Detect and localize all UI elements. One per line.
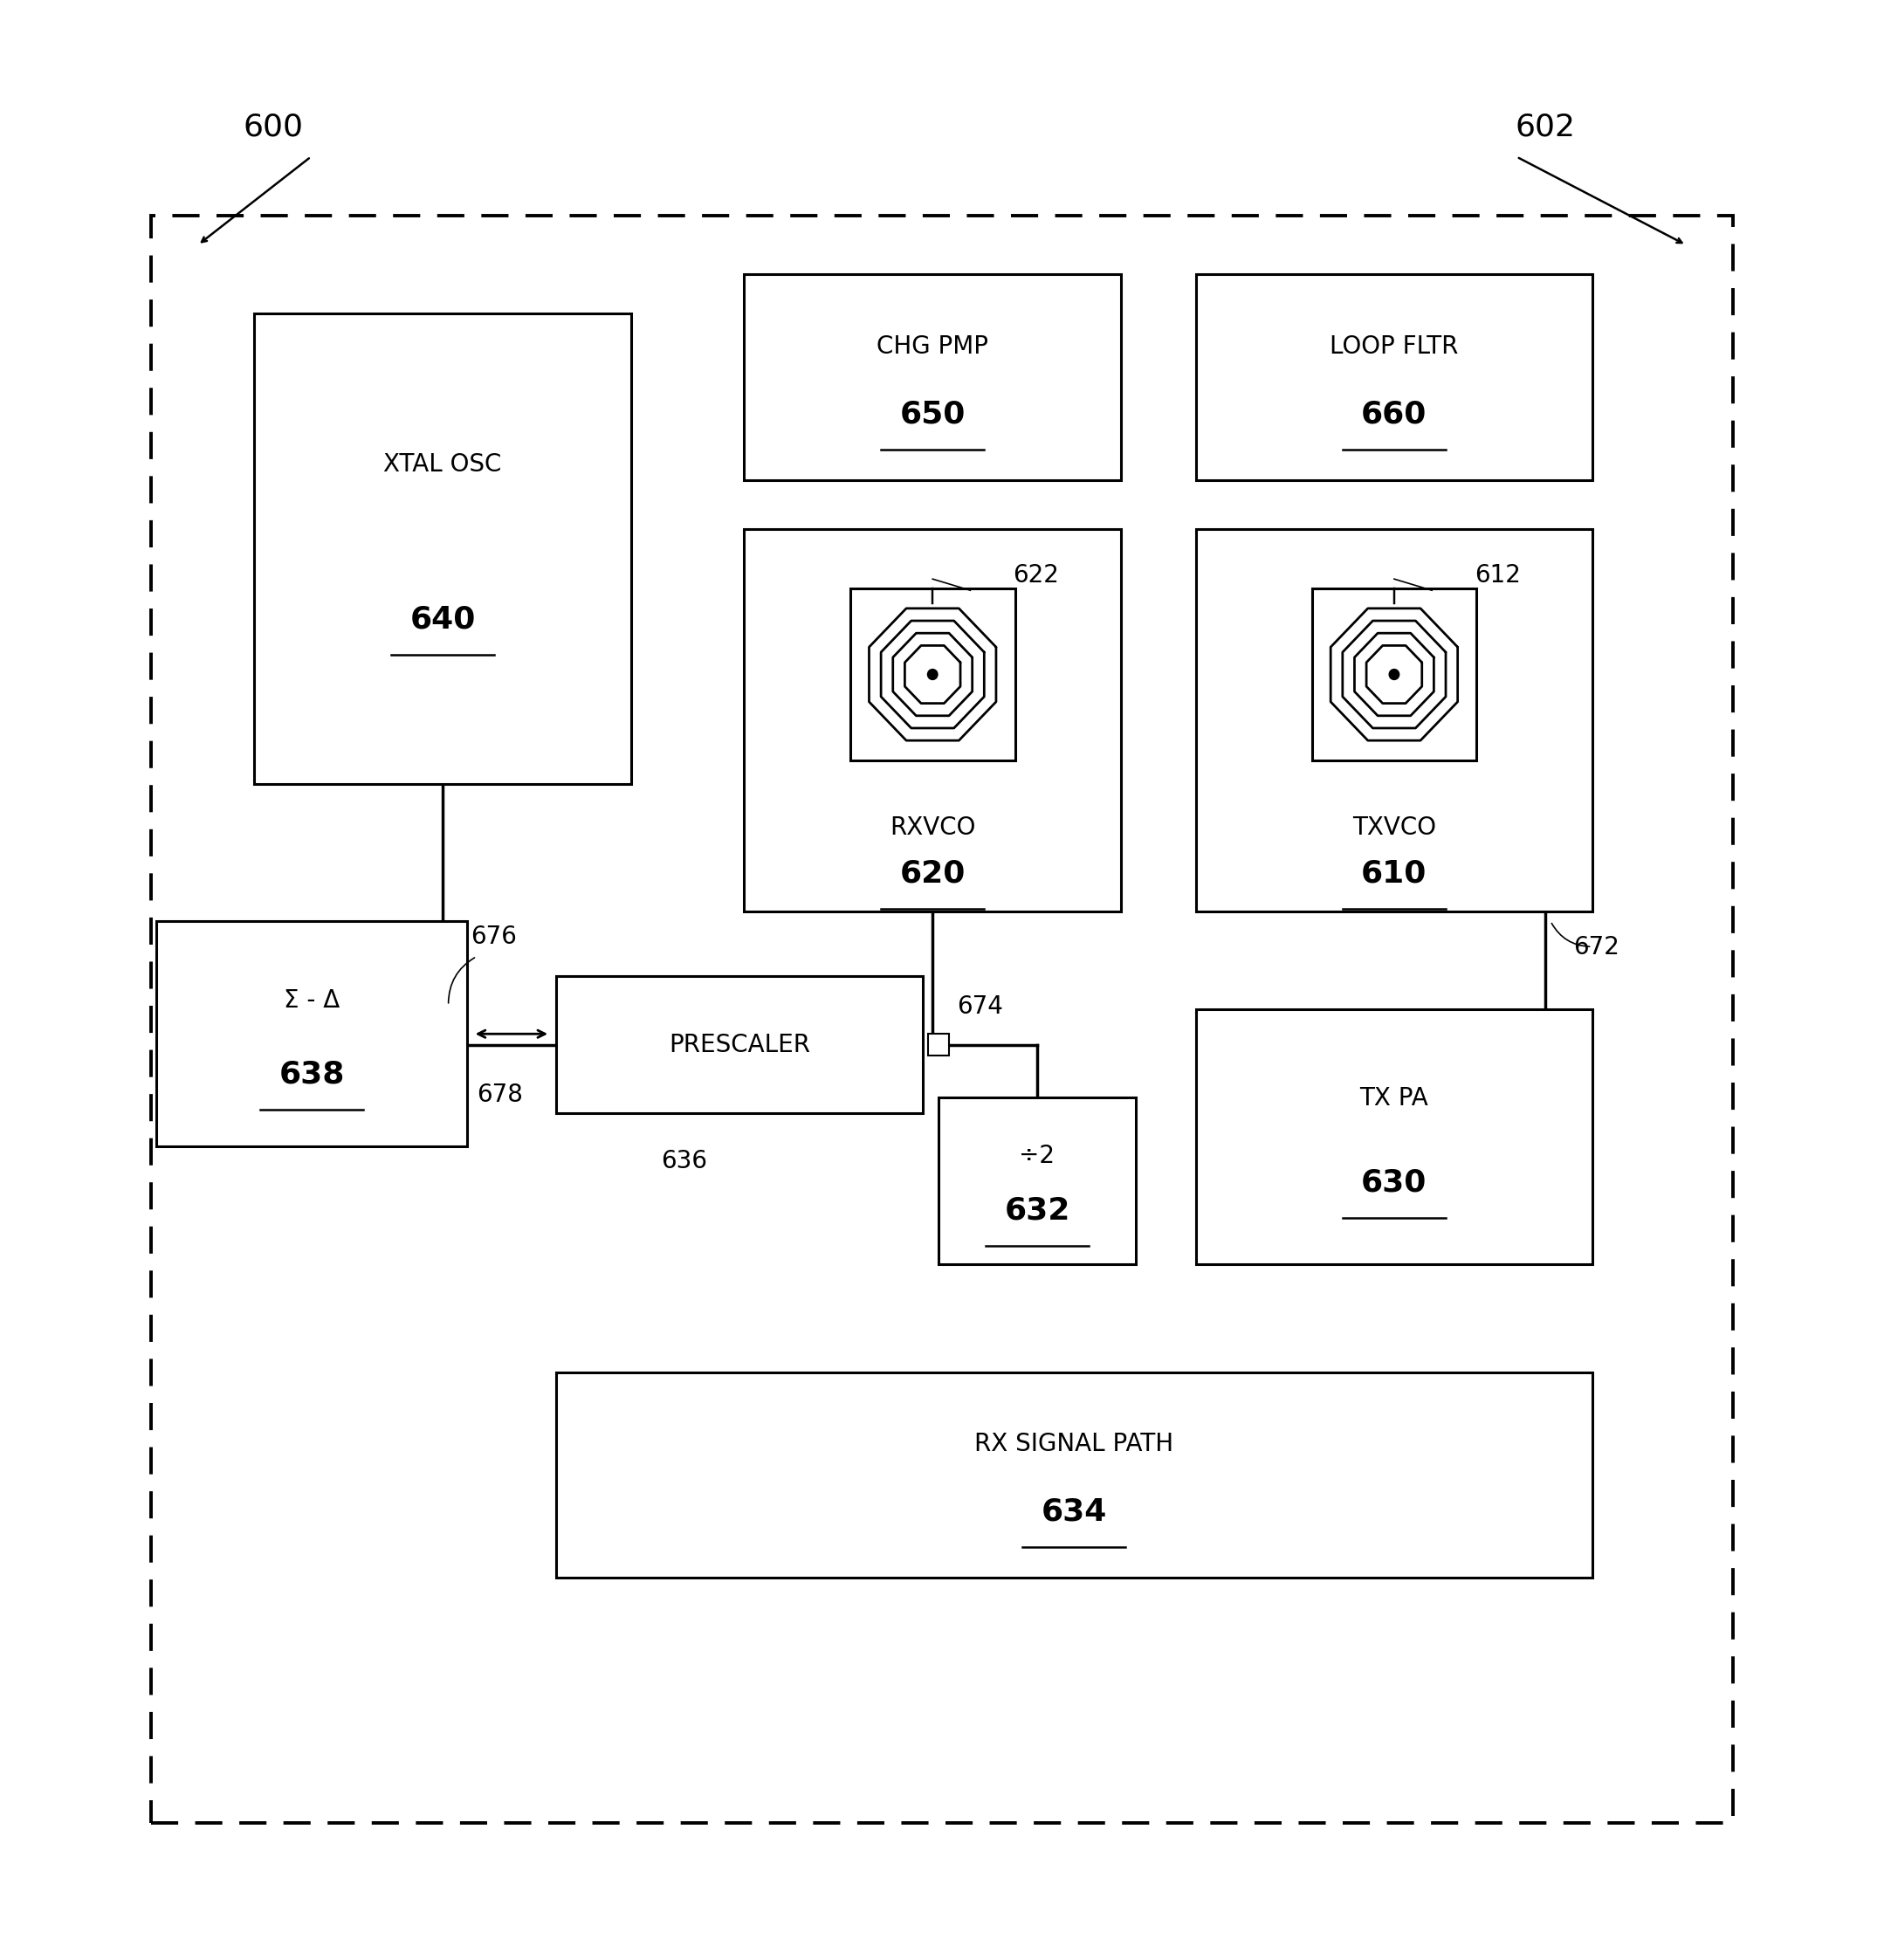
Bar: [254, 314, 631, 784]
Text: TXVCO: TXVCO: [1353, 815, 1436, 839]
Bar: [1311, 588, 1477, 760]
Circle shape: [1389, 668, 1400, 680]
Bar: [1196, 1009, 1592, 1264]
Bar: [744, 529, 1121, 911]
Bar: [938, 1098, 1136, 1264]
Text: 640: 640: [411, 604, 475, 635]
Text: XTAL OSC: XTAL OSC: [384, 453, 501, 476]
Text: 612: 612: [1475, 563, 1520, 588]
Text: LOOP FLTR: LOOP FLTR: [1330, 335, 1458, 359]
Text: ÷2: ÷2: [1019, 1145, 1055, 1168]
Text: 650: 650: [901, 400, 965, 429]
Text: 602: 602: [1515, 112, 1575, 143]
Text: 622: 622: [1014, 563, 1059, 588]
Bar: [556, 1372, 1592, 1578]
Bar: [744, 274, 1121, 480]
Bar: [850, 588, 1015, 760]
Bar: [556, 976, 923, 1113]
Text: 678: 678: [477, 1082, 524, 1107]
Text: 600: 600: [243, 112, 303, 143]
Bar: [1196, 274, 1592, 480]
Text: 674: 674: [957, 996, 1004, 1019]
Bar: [156, 921, 467, 1147]
Text: 632: 632: [1004, 1196, 1070, 1225]
Text: 634: 634: [1042, 1497, 1106, 1527]
Text: 610: 610: [1362, 858, 1426, 888]
Text: 638: 638: [279, 1060, 345, 1090]
Text: 660: 660: [1362, 400, 1426, 429]
Circle shape: [927, 668, 938, 680]
Bar: [151, 216, 1733, 1823]
Text: CHG PMP: CHG PMP: [876, 335, 989, 359]
Text: 672: 672: [1573, 935, 1620, 958]
Text: PRESCALER: PRESCALER: [669, 1033, 810, 1056]
Text: 630: 630: [1362, 1168, 1426, 1198]
Bar: [1196, 529, 1592, 911]
Text: RX SIGNAL PATH: RX SIGNAL PATH: [974, 1433, 1174, 1456]
Text: 636: 636: [661, 1149, 708, 1172]
Text: 676: 676: [471, 925, 518, 949]
Text: 620: 620: [901, 858, 965, 888]
Bar: [929, 1035, 948, 1054]
Text: TX PA: TX PA: [1360, 1086, 1428, 1111]
Text: Σ - Δ: Σ - Δ: [284, 988, 339, 1011]
Text: RXVCO: RXVCO: [889, 815, 976, 839]
